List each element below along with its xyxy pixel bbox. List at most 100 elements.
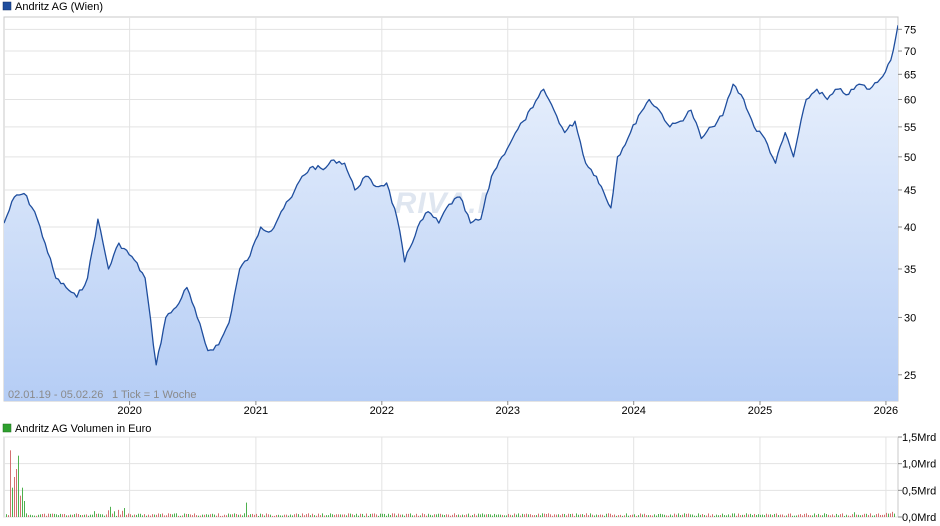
volume-bar bbox=[12, 487, 13, 517]
volume-bar bbox=[320, 515, 321, 517]
volume-bar bbox=[202, 514, 203, 517]
volume-bar bbox=[678, 513, 679, 517]
volume-bar bbox=[760, 514, 761, 517]
volume-bar bbox=[94, 511, 95, 517]
volume-bar bbox=[630, 515, 631, 517]
volume-bar bbox=[872, 515, 873, 517]
volume-bar bbox=[582, 514, 583, 517]
volume-bar bbox=[52, 513, 53, 517]
volume-bar bbox=[726, 515, 727, 517]
volume-bar bbox=[44, 513, 45, 517]
volume-bar bbox=[354, 515, 355, 517]
volume-bar bbox=[58, 515, 59, 517]
volume-bar bbox=[516, 514, 517, 517]
volume-bar bbox=[724, 515, 725, 517]
volume-bar bbox=[526, 513, 527, 517]
volume-bar bbox=[304, 515, 305, 517]
price-x-tick-label: 2025 bbox=[748, 405, 772, 417]
volume-bar bbox=[610, 513, 611, 517]
volume-bar bbox=[100, 514, 101, 517]
volume-bar bbox=[622, 515, 623, 517]
volume-bar bbox=[690, 514, 691, 517]
volume-bar bbox=[214, 514, 215, 517]
volume-bar bbox=[102, 514, 103, 517]
volume-bar bbox=[890, 513, 891, 517]
volume-bar bbox=[326, 515, 327, 517]
volume-bar bbox=[674, 513, 675, 517]
volume-bar bbox=[296, 513, 297, 517]
volume-bar bbox=[696, 515, 697, 517]
volume-bar bbox=[22, 487, 23, 517]
volume-bar bbox=[242, 515, 243, 517]
volume-bar bbox=[440, 513, 441, 517]
volume-bar bbox=[8, 515, 9, 517]
volume-bar bbox=[246, 502, 247, 517]
volume-bar bbox=[868, 515, 869, 517]
volume-bar bbox=[664, 514, 665, 517]
volume-bar bbox=[768, 514, 769, 517]
volume-bar bbox=[24, 501, 25, 517]
volume-bar bbox=[744, 514, 745, 517]
volume-bar bbox=[306, 514, 307, 517]
volume-bar bbox=[392, 513, 393, 517]
volume-bar bbox=[676, 514, 677, 517]
volume-bar bbox=[88, 515, 89, 517]
volume-bar bbox=[286, 514, 287, 517]
volume-bar bbox=[56, 514, 57, 517]
volume-bar bbox=[502, 514, 503, 517]
volume-bar bbox=[192, 515, 193, 517]
volume-bar bbox=[786, 515, 787, 517]
volume-bar bbox=[150, 515, 151, 517]
volume-bar bbox=[322, 513, 323, 517]
volume-bar bbox=[472, 515, 473, 517]
volume-bar bbox=[292, 515, 293, 517]
volume-bar bbox=[840, 514, 841, 517]
volume-bar bbox=[106, 514, 107, 517]
volume-bar bbox=[774, 513, 775, 517]
volume-bar bbox=[16, 469, 17, 517]
volume-bar bbox=[588, 515, 589, 517]
volume-y-tick-label: 0,0Mrd bbox=[902, 512, 936, 524]
volume-bar bbox=[270, 514, 271, 517]
volume-bar bbox=[362, 513, 363, 517]
volume-bar bbox=[156, 514, 157, 517]
volume-bar bbox=[20, 495, 21, 517]
volume-bar bbox=[812, 515, 813, 517]
volume-y-axis: 0,0Mrd 0,5Mrd 1,0Mrd 1,5Mrd bbox=[898, 432, 936, 524]
volume-bar bbox=[298, 514, 299, 517]
volume-bar bbox=[112, 513, 113, 517]
volume-bar bbox=[486, 514, 487, 517]
volume-bar bbox=[704, 514, 705, 517]
volume-bar bbox=[72, 514, 73, 517]
volume-bar bbox=[226, 515, 227, 517]
volume-bar bbox=[388, 513, 389, 517]
volume-bar bbox=[702, 514, 703, 517]
volume-bar bbox=[832, 514, 833, 517]
volume-bar bbox=[454, 513, 455, 517]
volume-bar bbox=[300, 515, 301, 517]
volume-bar bbox=[280, 515, 281, 517]
volume-bar bbox=[448, 514, 449, 517]
volume-bar bbox=[288, 515, 289, 517]
volume-bar bbox=[518, 513, 519, 517]
volume-grid bbox=[4, 436, 898, 518]
price-y-tick-label: 60 bbox=[904, 94, 916, 106]
volume-bar bbox=[560, 515, 561, 517]
volume-bar bbox=[184, 513, 185, 517]
volume-bar bbox=[128, 513, 129, 517]
volume-bar bbox=[264, 515, 265, 517]
volume-bar bbox=[592, 514, 593, 517]
price-y-tick-label: 40 bbox=[904, 222, 916, 234]
volume-bar bbox=[874, 515, 875, 517]
volume-bar bbox=[348, 513, 349, 517]
volume-bar bbox=[442, 514, 443, 517]
price-y-tick-label: 55 bbox=[904, 122, 916, 134]
volume-bar bbox=[878, 513, 879, 517]
volume-bar bbox=[424, 514, 425, 517]
price-x-tick-label: 2022 bbox=[370, 405, 394, 417]
volume-bar bbox=[96, 513, 97, 517]
volume-bar bbox=[126, 514, 127, 517]
volume-bar bbox=[62, 514, 63, 517]
volume-bar bbox=[552, 515, 553, 517]
volume-bar bbox=[716, 514, 717, 517]
